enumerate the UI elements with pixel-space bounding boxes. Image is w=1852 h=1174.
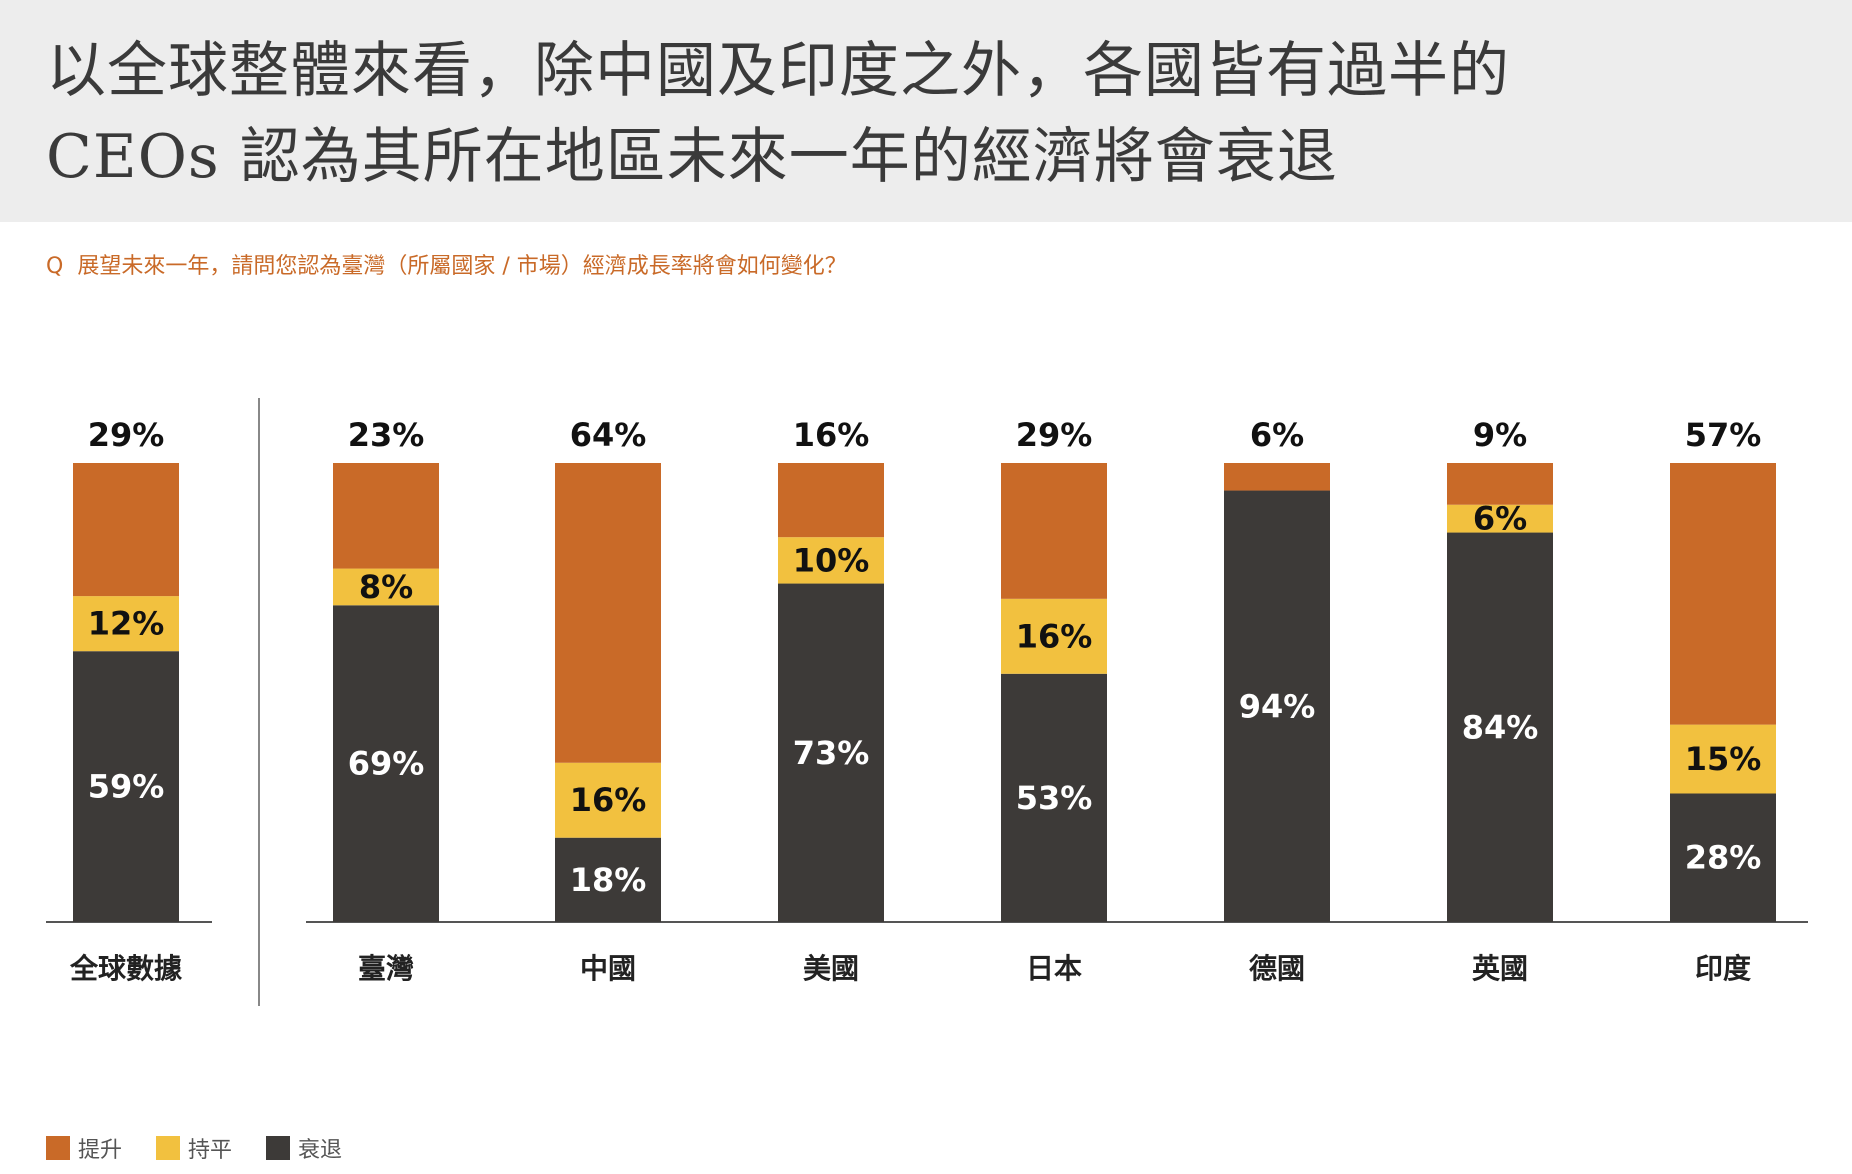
title-line-2: CEOs 認為其所在地區未來一年的經濟將會衰退: [46, 122, 1338, 192]
label-flat-4: 16%: [1016, 617, 1093, 655]
bar-rise-6: [1447, 463, 1553, 505]
title-banner: 以全球整體來看，除中國及印度之外，各國皆有過半的 CEOs 認為其所在地區未來一…: [0, 0, 1852, 222]
bar-rise-1: [333, 463, 439, 569]
legend-label-rise: 提升: [78, 1138, 123, 1163]
bar-rise-3: [778, 463, 884, 538]
label-decline-5: 94%: [1239, 687, 1316, 725]
bar-decline-1: [333, 605, 439, 922]
legend-item-flat: 持平: [156, 1132, 232, 1164]
bar-decline-6: [1447, 532, 1553, 922]
legend-item-decline: 衰退: [266, 1132, 342, 1164]
label-decline-2: 18%: [570, 861, 647, 899]
label-flat-7: 15%: [1685, 740, 1762, 778]
bar-rise-7: [1670, 463, 1776, 725]
label-rise-5: 6%: [1250, 416, 1304, 454]
label-flat-0: 12%: [88, 605, 165, 643]
category-label-7: 印度: [1695, 952, 1751, 985]
legend-swatch-flat: [156, 1136, 181, 1160]
bar-flat-1: [333, 568, 439, 606]
legend-item-rise: 提升: [46, 1132, 122, 1164]
label-rise-1: 23%: [348, 416, 425, 454]
bar-rise-2: [555, 463, 661, 763]
label-flat-2: 16%: [570, 781, 647, 819]
legend-label-flat: 持平: [188, 1138, 233, 1163]
label-decline-6: 84%: [1462, 708, 1539, 746]
label-flat-1: 8%: [359, 568, 413, 606]
legend: 提升 持平 衰退: [46, 1132, 342, 1164]
survey-question: Q 展望未來一年，請問您認為臺灣（所屬國家 / 市場）經濟成長率將會如何變化？: [46, 248, 847, 280]
label-rise-4: 29%: [1016, 416, 1093, 454]
category-label-1: 臺灣: [358, 952, 414, 985]
bar-rise-4: [1001, 463, 1107, 599]
label-rise-6: 9%: [1473, 416, 1527, 454]
question-prefix: Q: [46, 254, 64, 279]
bar-decline-3: [778, 583, 884, 922]
bar-decline-7: [1670, 793, 1776, 922]
label-decline-3: 73%: [793, 734, 870, 772]
bar-flat-2: [555, 762, 661, 838]
category-label-3: 美國: [803, 952, 859, 985]
bar-rise-5: [1224, 463, 1330, 491]
label-decline-4: 53%: [1016, 779, 1093, 817]
legend-swatch-rise: [46, 1136, 70, 1160]
bar-decline-0: [73, 651, 179, 922]
category-label-0: 全球數據: [69, 952, 183, 985]
label-flat-6: 6%: [1473, 500, 1527, 538]
bar-flat-4: [1001, 598, 1107, 674]
title-line-1: 以全球整體來看，除中國及印度之外，各國皆有過半的: [46, 36, 1510, 106]
bar-decline-2: [555, 837, 661, 922]
label-rise-2: 64%: [570, 416, 647, 454]
bar-flat-3: [778, 537, 884, 584]
category-label-5: 德國: [1249, 952, 1305, 985]
legend-label-decline: 衰退: [298, 1138, 343, 1163]
chart-title: 以全球整體來看，除中國及印度之外，各國皆有過半的 CEOs 認為其所在地區未來一…: [46, 28, 1806, 200]
category-label-4: 日本: [1026, 952, 1082, 985]
label-decline-0: 59%: [88, 768, 165, 806]
bar-decline-4: [1001, 673, 1107, 922]
question-text: 展望未來一年，請問您認為臺灣（所屬國家 / 市場）經濟成長率將會如何變化？: [77, 254, 847, 279]
label-rise-3: 16%: [793, 416, 870, 454]
bar-decline-5: [1224, 490, 1330, 922]
category-label-6: 英國: [1472, 952, 1528, 985]
label-flat-3: 10%: [793, 541, 870, 579]
label-decline-1: 69%: [348, 745, 425, 783]
label-rise-0: 29%: [88, 416, 165, 454]
bar-flat-0: [73, 596, 179, 652]
category-label-2: 中國: [580, 952, 636, 985]
label-decline-7: 28%: [1685, 839, 1762, 877]
bar-rise-0: [73, 463, 179, 597]
bar-flat-6: [1447, 504, 1553, 533]
legend-swatch-decline: [266, 1136, 291, 1160]
label-rise-7: 57%: [1685, 416, 1762, 454]
bar-flat-7: [1670, 724, 1776, 794]
